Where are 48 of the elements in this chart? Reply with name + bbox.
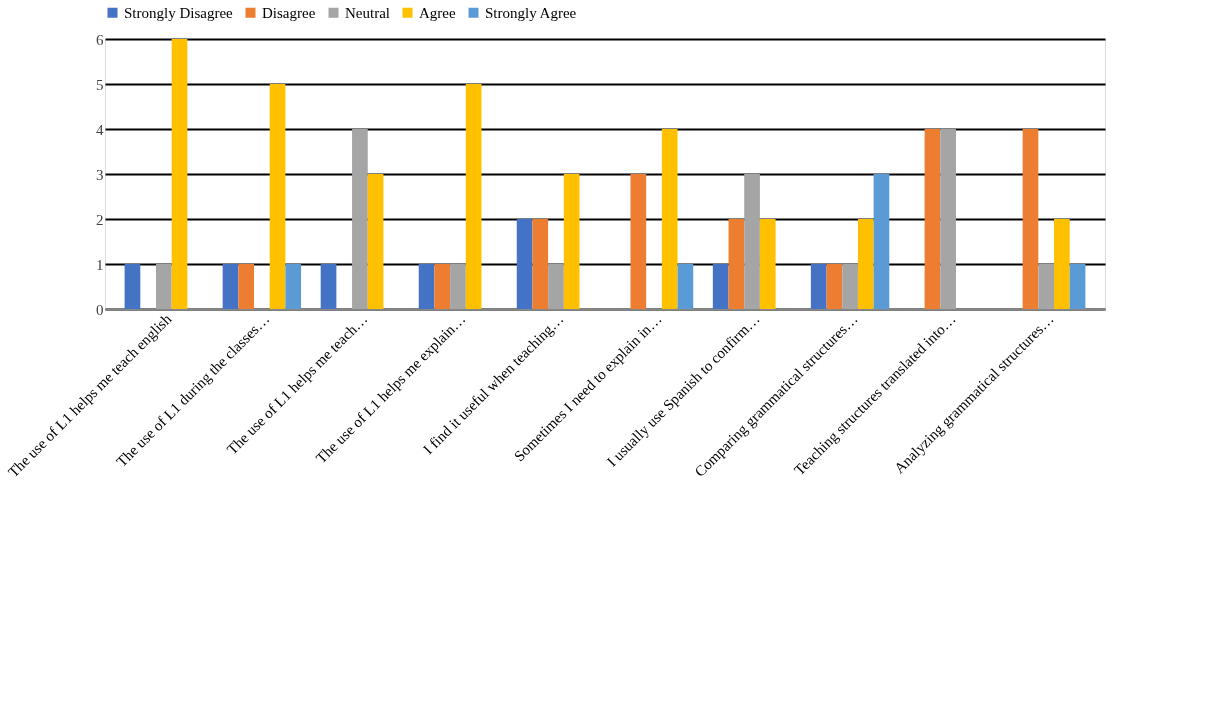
bar (367, 174, 384, 309)
bar (1038, 264, 1055, 309)
bar (744, 174, 760, 309)
bar (465, 84, 482, 309)
legend-label: Disagree (262, 4, 316, 21)
bar (924, 129, 941, 309)
legend-label: Neutral (345, 4, 390, 21)
bar (269, 84, 286, 309)
bar (1069, 264, 1086, 309)
bar (630, 174, 647, 309)
y-tick-label: 0 (96, 301, 104, 318)
bar (548, 264, 564, 309)
y-tick-label: 4 (96, 121, 104, 138)
legend-label: Strongly Agree (485, 4, 577, 21)
bar (826, 264, 843, 309)
bar (320, 264, 337, 309)
bar (712, 264, 729, 309)
bar (563, 174, 580, 309)
bar (857, 219, 874, 309)
legend-label: Agree (419, 4, 456, 21)
bar (1022, 129, 1039, 309)
y-tick-label: 1 (96, 256, 104, 273)
bar (222, 264, 239, 309)
bar (434, 264, 451, 309)
y-tick-label: 6 (96, 31, 104, 48)
bar (171, 39, 188, 309)
bar (285, 264, 302, 309)
y-tick-label: 3 (96, 166, 104, 183)
bar (352, 129, 368, 309)
bar (677, 264, 694, 309)
legend-label: Strongly Disagree (124, 4, 234, 21)
y-tick-label: 2 (96, 211, 104, 228)
bar (940, 129, 956, 309)
bar (728, 219, 745, 309)
bar (532, 219, 549, 309)
y-tick-label: 5 (96, 76, 104, 93)
bar (238, 264, 255, 309)
bar (155, 264, 172, 309)
bar (516, 219, 533, 309)
bar (661, 129, 678, 309)
bar (842, 264, 858, 309)
bar (1054, 219, 1070, 309)
bar (418, 264, 435, 309)
bar (810, 264, 827, 309)
bar (873, 174, 890, 309)
bar (450, 264, 466, 309)
bar (759, 219, 776, 309)
bar (124, 264, 141, 309)
